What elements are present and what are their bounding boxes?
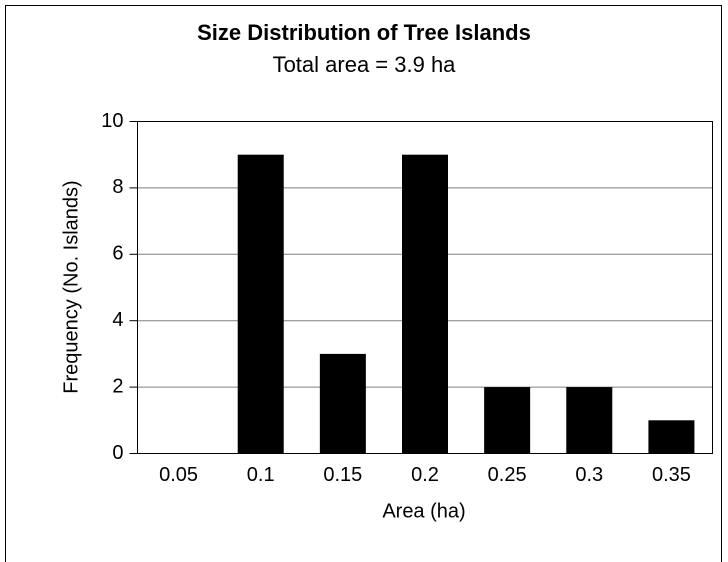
plot-frame: [137, 121, 713, 454]
x-tick-label: 0.15: [323, 464, 362, 486]
bar: [648, 420, 695, 454]
bar: [566, 387, 613, 454]
x-tick-label: 0.25: [488, 464, 527, 486]
x-tick-label: 0.2: [411, 464, 439, 486]
chart-border: [5, 5, 722, 562]
x-tick-label: 0.1: [247, 464, 275, 486]
x-tick-label: 0.05: [159, 464, 198, 486]
y-axis-title: Frequency (No. Islands): [60, 180, 82, 393]
y-tick-label: 2: [112, 375, 123, 397]
y-tick-label: 10: [101, 110, 123, 132]
bar: [237, 154, 284, 454]
bar: [402, 154, 448, 454]
bar: [319, 353, 366, 454]
y-tick-label: 0: [112, 442, 123, 464]
x-tick-label: 0.3: [575, 464, 603, 486]
chart-title: Size Distribution of Tree Islands: [197, 20, 531, 45]
x-tick-label: 0.35: [652, 464, 691, 486]
bar: [484, 387, 531, 454]
x-axis-title: Area (ha): [382, 500, 465, 522]
chart-subtitle: Total area = 3.9 ha: [273, 52, 457, 77]
y-tick-label: 4: [112, 309, 123, 331]
y-tick-label: 6: [112, 243, 123, 265]
y-tick-label: 8: [112, 176, 123, 198]
